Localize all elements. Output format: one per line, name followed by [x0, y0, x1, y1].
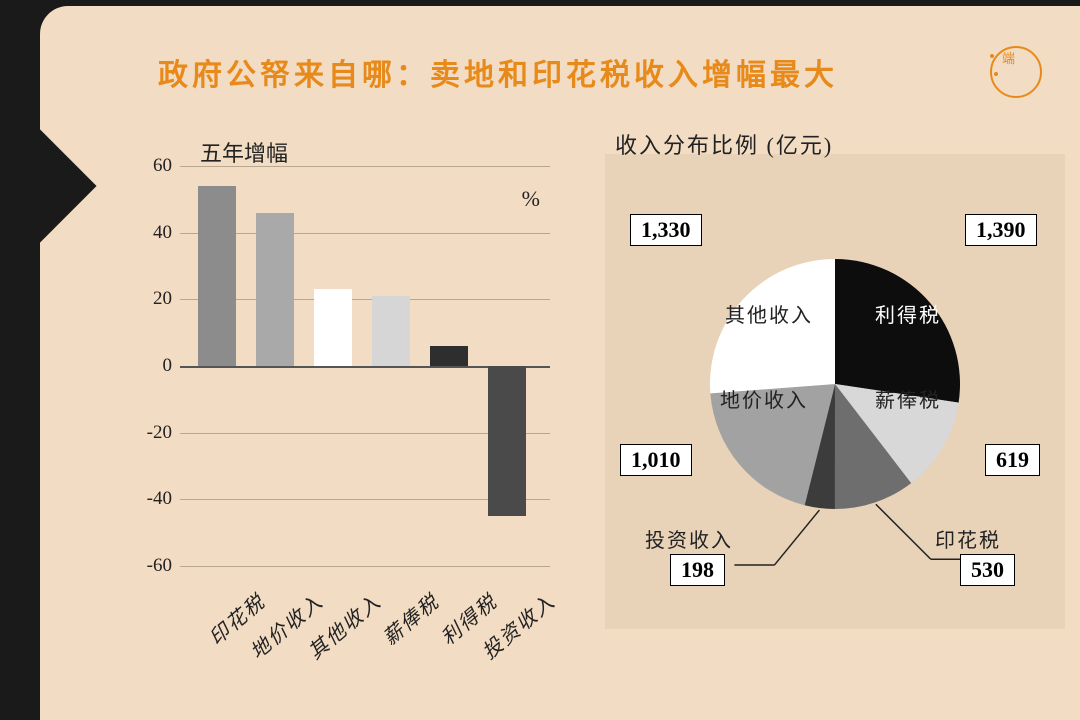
- pie-value-box: 1,010: [620, 444, 692, 476]
- leader-line: [774, 510, 819, 565]
- pie-slice-label: 利得税: [875, 299, 941, 328]
- pie-value-box: 1,330: [630, 214, 702, 246]
- y-tick-label: 20: [130, 288, 172, 310]
- bar-chart-plot: -60-40-200204060印花税地价收入其他收入薪俸税利得税投资收入: [180, 166, 550, 566]
- y-tick-label: -60: [130, 555, 172, 577]
- pie-slice-label: 投资收入: [645, 524, 733, 553]
- pie-value-box: 198: [670, 554, 725, 586]
- y-tick-label: 0: [130, 355, 172, 377]
- gridline: [180, 166, 550, 167]
- pie-value-box: 1,390: [965, 214, 1037, 246]
- pie-value-box: 530: [960, 554, 1015, 586]
- y-tick-label: 60: [130, 155, 172, 177]
- pie-value-box: 619: [985, 444, 1040, 476]
- bar: [198, 186, 236, 366]
- y-tick-label: 40: [130, 222, 172, 244]
- pie-slice-label: 薪俸税: [875, 384, 941, 413]
- y-tick-label: -20: [130, 422, 172, 444]
- content-panel: 政府公帑来自哪：卖地和印花税收入增幅最大 端 五年增幅 % -60-40-200…: [40, 6, 1080, 720]
- bar: [256, 213, 294, 366]
- pie-panel: 收入分布比例 (亿元) 利得税1,390薪俸税619印花税530投资收入198地…: [605, 154, 1065, 629]
- pie-slice-label: 印花税: [935, 524, 1001, 553]
- pie-slice: [835, 259, 960, 403]
- corner-notch: [0, 129, 97, 242]
- source-logo: 端: [990, 46, 1042, 98]
- bar: [314, 289, 352, 366]
- y-tick-label: -40: [130, 488, 172, 510]
- leader-line: [876, 504, 931, 559]
- page-title: 政府公帑来自哪：卖地和印花税收入增幅最大: [158, 50, 838, 94]
- bar: [430, 346, 468, 366]
- pie-slice-label: 其他收入: [725, 299, 813, 328]
- pie-slice-label: 地价收入: [720, 384, 808, 413]
- bar: [372, 296, 410, 366]
- bar: [488, 366, 526, 516]
- gridline: [180, 566, 550, 567]
- bar-chart-title: 五年增幅: [200, 136, 288, 168]
- bar-chart: 五年增幅 % -60-40-200204060印花税地价收入其他收入薪俸税利得税…: [120, 136, 560, 656]
